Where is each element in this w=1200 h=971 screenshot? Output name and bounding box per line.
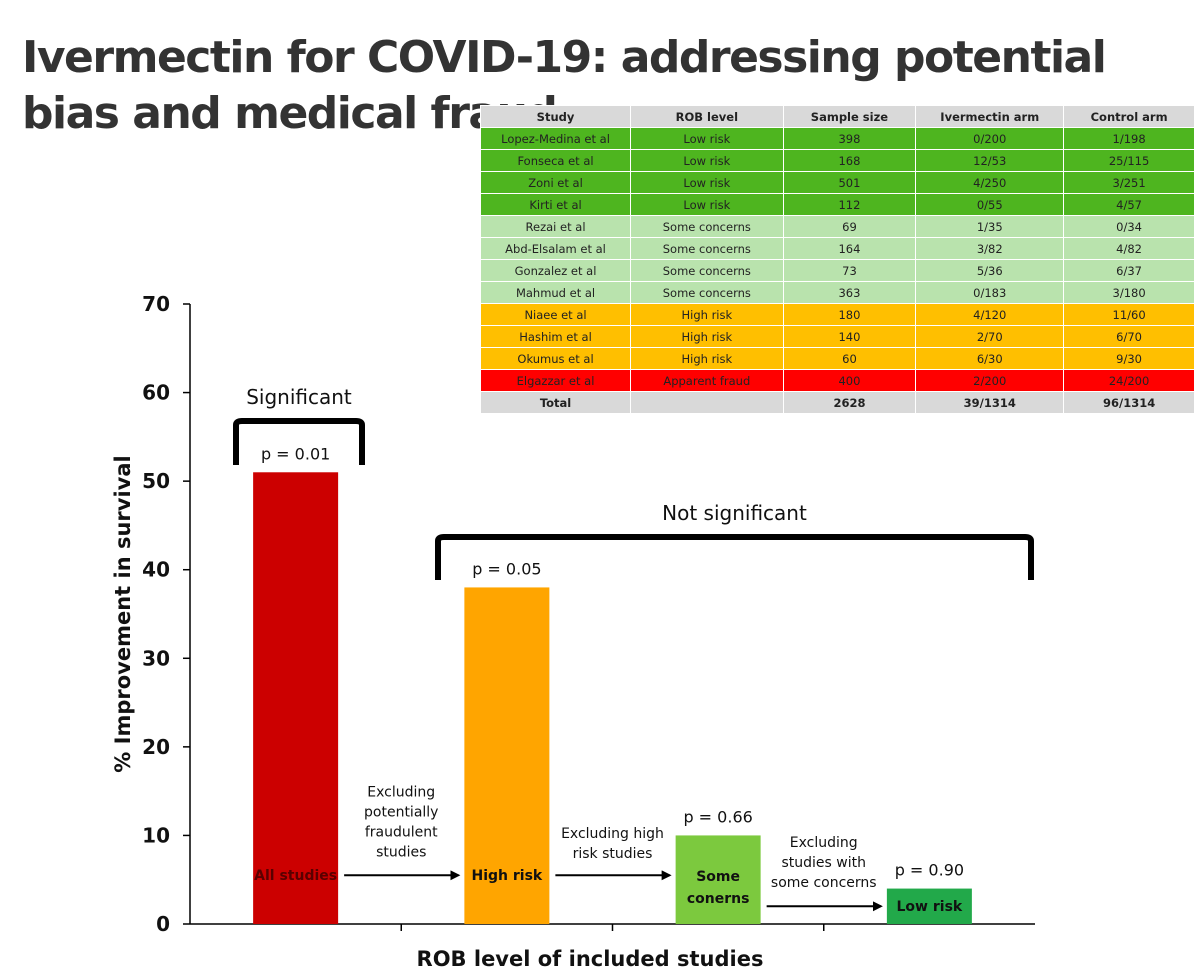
table-cell: Kirti et al bbox=[479, 193, 632, 216]
table-header-row: Study ROB level Sample size Ivermectin arm C… bbox=[479, 105, 1195, 128]
y-tick-label: 50 bbox=[142, 469, 170, 493]
rob-table: Study ROB level Sample size Ivermectin arm C… bbox=[479, 105, 1195, 414]
table-cell: Gonzalez et al bbox=[479, 259, 632, 282]
column-header: ROB level bbox=[630, 105, 784, 128]
table-cell: Apparent fraud bbox=[630, 369, 784, 392]
table-cell: Elgazzar et al bbox=[479, 369, 632, 392]
table-cell: Low risk bbox=[630, 193, 784, 216]
y-tick-label: 10 bbox=[142, 823, 170, 847]
category-label: Low risk bbox=[897, 899, 963, 915]
category-label: All studies bbox=[254, 868, 337, 884]
table-cell: 6/70 bbox=[1063, 325, 1195, 348]
table-cell: Some concerns bbox=[630, 259, 784, 282]
table-row: Hashim et al High risk 140 2/70 6/70 bbox=[479, 325, 1195, 348]
table-row: Gonzalez et al Some concerns 73 5/36 6/37 bbox=[479, 259, 1195, 282]
table-cell: 25/115 bbox=[1063, 149, 1195, 172]
transition-label: Excluding high risk studies bbox=[561, 826, 664, 862]
table-cell: Lopez-Medina et al bbox=[479, 127, 632, 150]
category-label: Some conerns bbox=[687, 869, 750, 907]
table-row: Lopez-Medina et al Low risk 398 0/200 1/198 bbox=[479, 127, 1195, 150]
table-cell: 168 bbox=[782, 149, 917, 172]
table-cell: 73 bbox=[782, 259, 917, 282]
table-cell: Total bbox=[479, 391, 632, 414]
bar bbox=[464, 587, 550, 924]
column-header: Control arm bbox=[1063, 105, 1195, 128]
significance-label: Significant bbox=[246, 385, 352, 409]
column-header: Sample size bbox=[782, 105, 917, 128]
y-tick-label: 20 bbox=[142, 735, 170, 759]
table-cell: 3/251 bbox=[1063, 171, 1195, 194]
bar bbox=[886, 888, 972, 924]
significance-bracket bbox=[435, 534, 1034, 580]
table-cell: 0/200 bbox=[915, 127, 1065, 150]
table-cell: High risk bbox=[630, 325, 784, 348]
table-cell: 501 bbox=[782, 171, 917, 194]
table-cell: Low risk bbox=[630, 149, 784, 172]
bar bbox=[675, 835, 761, 924]
table-row: Kirti et al Low risk 112 0/55 4/57 bbox=[479, 193, 1195, 216]
p-value-label: p = 0.90 bbox=[895, 861, 964, 880]
table-cell: Mahmud et al bbox=[479, 281, 632, 304]
table-cell: Fonseca et al bbox=[479, 149, 632, 172]
table-cell: 39/1314 bbox=[915, 391, 1065, 414]
p-value-label: p = 0.66 bbox=[683, 807, 752, 826]
significance-label: Not significant bbox=[662, 501, 807, 525]
table-cell: Zoni et al bbox=[479, 171, 632, 194]
table-row: Fonseca et al Low risk 168 12/53 25/115 bbox=[479, 149, 1195, 172]
table-cell: 3/180 bbox=[1063, 281, 1195, 304]
table-cell: Abd-Elsalam et al bbox=[479, 237, 632, 260]
p-value-label: p = 0.01 bbox=[261, 444, 330, 463]
significance-bracket bbox=[233, 418, 365, 465]
table-body: Lopez-Medina et al Low risk 398 0/200 1/198 F… bbox=[479, 127, 1195, 414]
table-cell: High risk bbox=[630, 347, 784, 370]
table-cell: 1/198 bbox=[1063, 127, 1195, 150]
table-cell: 363 bbox=[782, 281, 917, 304]
y-tick-label: 70 bbox=[142, 292, 170, 316]
table-cell: 4/120 bbox=[915, 303, 1065, 326]
transition-label: Excluding studies with some concerns bbox=[771, 835, 877, 891]
table-row: Niaee et al High risk 180 4/120 11/60 bbox=[479, 303, 1195, 326]
table-cell: 69 bbox=[782, 215, 917, 238]
y-tick-label: 60 bbox=[142, 381, 170, 405]
table-cell: Low risk bbox=[630, 127, 784, 150]
category-label: High risk bbox=[472, 868, 543, 884]
table-cell: 2/200 bbox=[915, 369, 1065, 392]
table-cell: High risk bbox=[630, 303, 784, 326]
table-cell: Some concerns bbox=[630, 281, 784, 304]
total-row: Total 2628 39/1314 96/1314 bbox=[479, 391, 1195, 414]
table-cell: 5/36 bbox=[915, 259, 1065, 282]
y-tick-label: 0 bbox=[156, 912, 170, 936]
table-cell: 6/37 bbox=[1063, 259, 1195, 282]
x-axis-title: ROB level of included studies bbox=[417, 947, 764, 971]
table-row: Rezai et al Some concerns 69 1/35 0/34 bbox=[479, 215, 1195, 238]
y-axis-title: % Improvement in survival bbox=[111, 455, 135, 772]
table-cell: 4/57 bbox=[1063, 193, 1195, 216]
column-header: Ivermectin arm bbox=[915, 105, 1065, 128]
table-cell: 0/34 bbox=[1063, 215, 1195, 238]
table-cell bbox=[630, 391, 784, 414]
table-cell: 180 bbox=[782, 303, 917, 326]
page-title: Ivermectin for COVID-19: addressing pote… bbox=[22, 32, 1107, 139]
table-cell: 3/82 bbox=[915, 237, 1065, 260]
y-tick-label: 30 bbox=[142, 646, 170, 670]
table-cell: Niaee et al bbox=[479, 303, 632, 326]
table-cell: Rezai et al bbox=[479, 215, 632, 238]
table-cell: 164 bbox=[782, 237, 917, 260]
table-row: Zoni et al Low risk 501 4/250 3/251 bbox=[479, 171, 1195, 194]
table-cell: 2/70 bbox=[915, 325, 1065, 348]
bar bbox=[253, 472, 339, 924]
table-cell: Some concerns bbox=[630, 215, 784, 238]
table-cell: 4/82 bbox=[1063, 237, 1195, 260]
p-value-label: p = 0.05 bbox=[472, 559, 541, 578]
y-tick-label: 40 bbox=[142, 558, 170, 582]
transition-label: Excluding potentially fraudulent studies bbox=[364, 784, 438, 860]
table-cell: Okumus et al bbox=[479, 347, 632, 370]
table-cell: 96/1314 bbox=[1063, 391, 1195, 414]
table-cell: Hashim et al bbox=[479, 325, 632, 348]
table-cell: 398 bbox=[782, 127, 917, 150]
table-cell: Low risk bbox=[630, 171, 784, 194]
